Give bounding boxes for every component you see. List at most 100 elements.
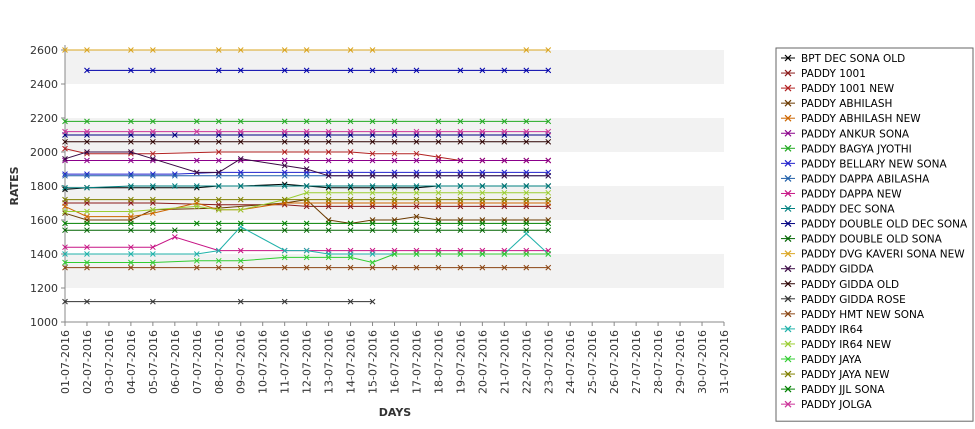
data-point	[457, 157, 464, 164]
data-point	[215, 169, 222, 176]
data-point	[479, 172, 486, 179]
data-point	[479, 138, 486, 145]
data-point	[435, 264, 442, 271]
data-point	[369, 220, 376, 227]
data-point	[215, 47, 222, 53]
data-point	[128, 196, 134, 203]
data-point	[303, 47, 310, 53]
x-tick-label: 12-07-2016	[301, 330, 314, 394]
series-6	[62, 118, 552, 125]
data-point	[303, 166, 310, 172]
data-point	[128, 157, 134, 164]
data-point	[281, 138, 288, 145]
legend-item: PADDY JJL SONA	[781, 384, 885, 396]
data-point	[150, 206, 156, 213]
data-point	[435, 118, 442, 125]
data-point	[391, 220, 398, 227]
data-point	[237, 247, 244, 254]
grid-band	[65, 254, 724, 288]
data-point	[215, 220, 222, 227]
data-point	[84, 67, 90, 74]
data-point	[215, 264, 222, 271]
legend-item: PADDY DAPPA NEW	[781, 188, 902, 200]
legend-marker	[784, 250, 792, 258]
data-point	[501, 183, 508, 189]
data-point	[347, 254, 354, 261]
data-point	[413, 128, 420, 135]
data-point	[150, 220, 156, 227]
data-point	[150, 128, 156, 135]
grid-band	[65, 50, 724, 84]
data-point	[347, 189, 354, 196]
legend: BPT DEC SONA OLD PADDY 1001 PADDY 1001 NEW…	[775, 47, 974, 422]
legend-item: PADDY DEC SONA	[781, 204, 895, 216]
series-15	[62, 138, 552, 145]
data-point	[457, 220, 464, 227]
data-point	[303, 254, 310, 261]
data-point	[303, 157, 310, 164]
data-point	[413, 220, 420, 227]
legend-item: PADDY GIDDA	[781, 264, 874, 276]
data-point	[413, 227, 420, 234]
x-tick-label: 23-07-2016	[542, 330, 555, 394]
data-point	[435, 251, 442, 257]
data-point	[457, 227, 464, 234]
data-point	[150, 196, 156, 203]
data-point	[237, 67, 244, 74]
legend-marker	[784, 129, 792, 137]
data-point	[150, 298, 156, 305]
x-tick-label: 03-07-2016	[103, 330, 116, 394]
legend-item: PADDY BELLARY NEW SONA	[781, 158, 948, 170]
data-point	[325, 220, 332, 227]
data-point	[281, 47, 288, 53]
data-point	[84, 298, 90, 305]
data-point	[501, 220, 508, 227]
legend-label: PADDY ABHILASH	[801, 98, 892, 110]
data-point	[347, 149, 354, 155]
data-point	[84, 196, 90, 203]
data-point	[62, 264, 68, 271]
data-point	[281, 264, 288, 271]
legend-label: PADDY DVG KAVERI SONA NEW	[801, 249, 965, 261]
data-point	[193, 183, 200, 189]
data-point	[523, 196, 530, 203]
data-point	[237, 47, 244, 53]
data-point	[325, 172, 332, 179]
data-point	[369, 67, 376, 74]
data-point	[237, 118, 244, 125]
data-point	[281, 183, 288, 189]
legend-item: PADDY GIDDA OLD	[781, 279, 899, 291]
data-point	[501, 138, 508, 145]
data-point	[325, 189, 332, 196]
data-point	[369, 47, 376, 53]
legend-label: PADDY DAPPA ABILASHA	[801, 173, 930, 185]
data-point	[391, 150, 398, 157]
data-point	[215, 206, 222, 213]
legend-marker	[784, 280, 792, 288]
x-tick-label: 22-07-2016	[520, 330, 533, 394]
data-point	[281, 247, 288, 254]
legend-item: PADDY JAYA NEW	[781, 369, 890, 381]
data-point	[545, 227, 552, 234]
data-point	[325, 264, 332, 271]
data-point	[150, 227, 156, 234]
x-tick-label: 04-07-2016	[125, 330, 138, 394]
data-point	[501, 189, 508, 196]
data-point	[84, 138, 90, 145]
data-point	[479, 128, 486, 135]
legend-label: PADDY DAPPA NEW	[801, 188, 902, 200]
data-point	[347, 227, 354, 234]
data-point	[303, 128, 310, 135]
data-point	[62, 251, 68, 257]
data-point	[523, 183, 530, 189]
data-point	[347, 264, 354, 271]
data-point	[523, 118, 530, 125]
legend-label: PADDY JAYA	[801, 354, 862, 366]
data-point	[62, 208, 68, 215]
data-point	[281, 172, 288, 179]
y-tick-label: 1800	[30, 180, 58, 193]
legend-label: PADDY GIDDA	[801, 264, 874, 276]
data-point	[457, 118, 464, 125]
data-point	[523, 157, 530, 164]
legend-item: PADDY IR64 NEW	[781, 339, 892, 351]
